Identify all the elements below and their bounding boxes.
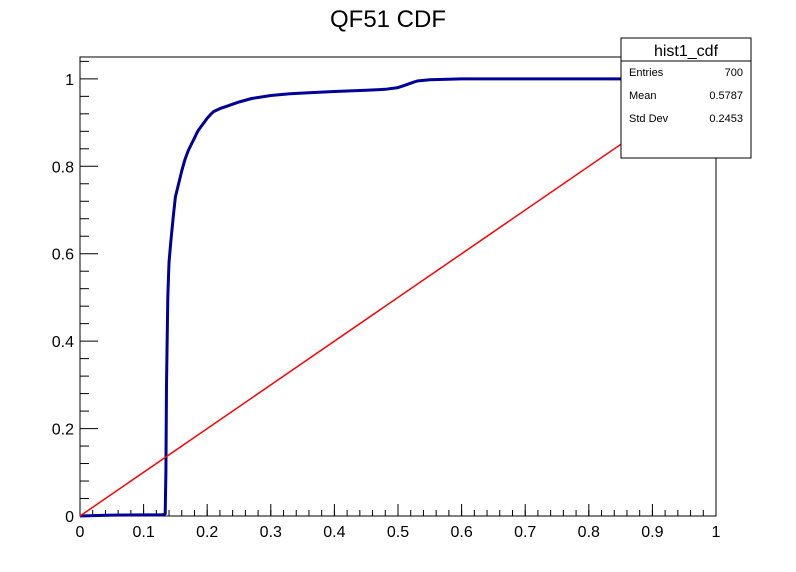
y-axis: 0 0.2 0.4 0.6 0.8 1 <box>52 60 98 526</box>
x-tick-label: 0.3 <box>260 524 282 541</box>
stats-stddev-label: Std Dev <box>629 113 669 125</box>
y-tick-label: 1 <box>65 72 74 89</box>
y-tick-label: 0.8 <box>52 159 74 176</box>
reference-diagonal-line <box>79 78 717 517</box>
x-tick-label: 0.9 <box>641 524 663 541</box>
stats-box-frame <box>620 37 752 159</box>
x-tick-label: 0.7 <box>514 524 536 541</box>
cdf-series-line <box>79 77 685 518</box>
y-tick-label: 0.2 <box>52 422 74 439</box>
x-tick-label: 0.4 <box>323 524 345 541</box>
stats-mean-label: Mean <box>629 90 657 102</box>
y-tick-label: 0.6 <box>52 247 74 264</box>
x-tick-label: 0 <box>76 524 85 541</box>
y-tick-label: 0.4 <box>52 334 74 351</box>
stats-box: hist1_cdf Entries 700 Mean 0.5787 Std De… <box>620 37 752 159</box>
series-layer <box>79 77 717 518</box>
plot-frame <box>79 56 717 517</box>
stats-box-title: hist1_cdf <box>654 43 719 60</box>
x-tick-label: 0.8 <box>578 524 600 541</box>
x-tick-label: 0.2 <box>196 524 218 541</box>
stats-entries-label: Entries <box>629 67 664 79</box>
stats-stddev-value: 0.2453 <box>709 113 743 125</box>
chart-title: QF51 CDF <box>330 6 446 33</box>
stats-entries-value: 700 <box>725 67 743 79</box>
x-tick-label: 0.1 <box>132 524 154 541</box>
stats-mean-value: 0.5787 <box>709 90 743 102</box>
x-tick-label: 0.6 <box>450 524 472 541</box>
x-tick-label: 0.5 <box>387 524 409 541</box>
x-axis: 0 0.1 0.2 0.3 0.4 0.5 0.6 0.7 0.8 0.9 1 <box>76 504 721 541</box>
x-tick-label: 1 <box>712 524 721 541</box>
y-tick-label: 0 <box>65 509 74 526</box>
